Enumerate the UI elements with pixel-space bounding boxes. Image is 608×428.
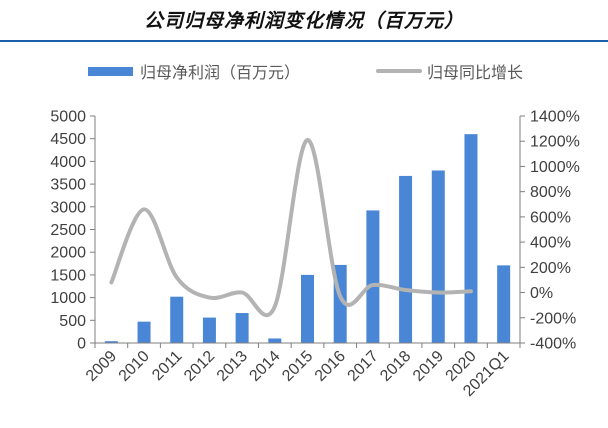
bar xyxy=(202,317,216,343)
bar xyxy=(104,341,118,343)
x-tick-label: 2011 xyxy=(149,348,185,384)
x-axis: 2009201020112012201320142015201620172018… xyxy=(83,342,521,400)
right-tick-label: 1200% xyxy=(530,134,580,151)
chart-legend: 归母净利润（百万元） 归母同比增长 xyxy=(88,63,523,82)
bar xyxy=(301,274,314,343)
combo-chart: 归母净利润（百万元） 归母同比增长 0 500 1000 1500 2000 2500 300… xyxy=(50,63,580,400)
right-tick-label: -400% xyxy=(530,336,576,353)
right-tick-label: 0% xyxy=(530,285,553,302)
bar xyxy=(235,313,249,343)
page-title: 公司归母净利润变化情况（百万元） xyxy=(143,10,464,32)
bar xyxy=(366,210,380,343)
left-tick-label: 2500 xyxy=(50,222,86,239)
x-tick-label: 2019 xyxy=(410,348,447,385)
right-tick-label: 400% xyxy=(530,235,571,252)
right-axis: -400% -200% 0% 200% 400% 600% 800% 1000% 1200% 14… xyxy=(519,109,580,353)
right-tick-label: 800% xyxy=(530,184,571,201)
left-tick-label: 4500 xyxy=(50,131,86,148)
bar xyxy=(431,170,445,343)
right-tick-label: -200% xyxy=(530,310,576,327)
x-tick-label: 2012 xyxy=(181,348,218,385)
line-series xyxy=(109,137,473,318)
right-tick-label: 1400% xyxy=(530,109,580,126)
bar xyxy=(464,134,478,343)
legend-bar-label: 归母净利润（百万元） xyxy=(140,63,300,82)
x-tick-label: 2009 xyxy=(83,348,120,385)
left-tick-label: 1000 xyxy=(50,290,86,307)
bar xyxy=(137,321,151,343)
bar xyxy=(268,338,282,343)
title-divider xyxy=(0,40,608,42)
left-tick-label: 3500 xyxy=(50,177,86,194)
growth-line xyxy=(109,137,473,318)
x-tick-label: 2013 xyxy=(214,348,251,385)
bar xyxy=(497,265,511,343)
x-tick-label: 2018 xyxy=(377,348,414,385)
left-tick-label: 4000 xyxy=(50,154,86,171)
legend-line-label: 归母同比增长 xyxy=(427,63,523,82)
left-tick-label: 5000 xyxy=(50,109,86,126)
left-tick-label: 500 xyxy=(59,313,86,330)
title-bar: 公司归母净利润变化情况（百万元） xyxy=(0,0,608,46)
bar xyxy=(170,296,184,343)
legend-bar-swatch xyxy=(88,67,133,76)
left-tick-label: 0 xyxy=(77,336,86,353)
x-tick-label: 2015 xyxy=(279,348,316,385)
bar-series xyxy=(104,134,511,343)
x-tick-label: 2016 xyxy=(312,348,349,385)
x-tick-label: 2017 xyxy=(345,348,382,385)
x-tick-label: 2014 xyxy=(246,348,283,385)
x-tick-label: 2010 xyxy=(116,348,153,385)
left-tick-label: 1500 xyxy=(50,267,86,284)
right-tick-label: 200% xyxy=(530,260,571,277)
bar xyxy=(399,175,413,343)
right-tick-label: 600% xyxy=(530,209,571,226)
right-tick-label: 1000% xyxy=(530,159,580,176)
left-tick-label: 3000 xyxy=(50,199,86,216)
left-axis: 0 500 1000 1500 2000 2500 3000 3500 4000 4500 5000 xyxy=(50,109,96,353)
left-tick-label: 2000 xyxy=(50,245,86,262)
